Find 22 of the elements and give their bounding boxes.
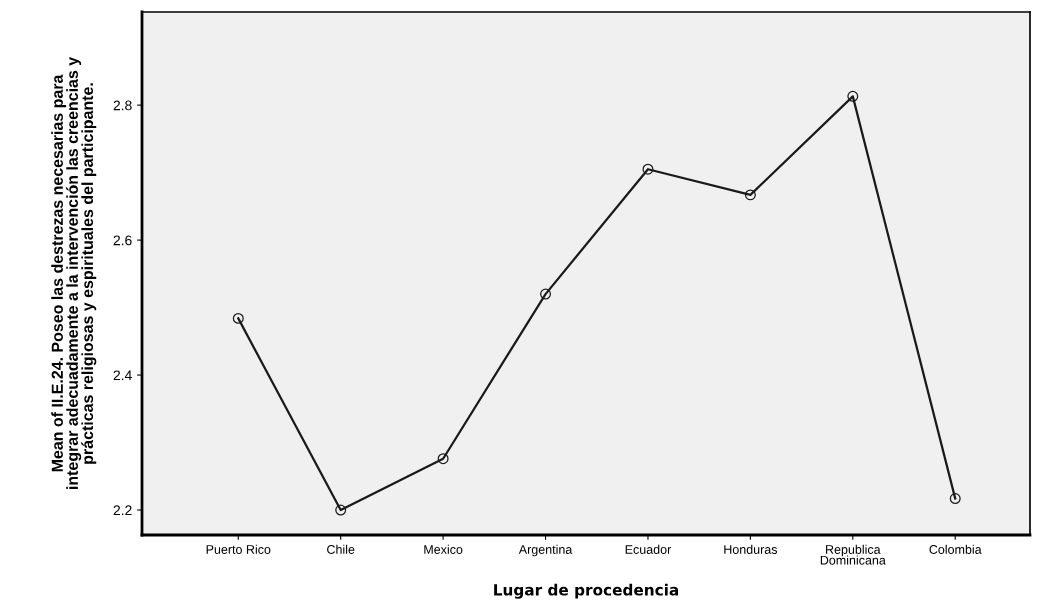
y-tick-label: 2.8: [113, 100, 132, 111]
point: [847, 90, 859, 102]
point: [744, 189, 756, 201]
point: [437, 453, 449, 465]
x-tick-label: Mexico: [424, 544, 463, 554]
x-tick-label: Ecuador: [625, 544, 672, 554]
x-tick-label: Argentina: [518, 544, 573, 557]
x-tick-label: Chile: [327, 544, 355, 554]
y-axis-title: Mean of II.E.24. Poseo las destrezas necesarias para integrar adecuadamente a la intervención las creencias y prácticas religiosas y espirituales del participante.: [51, 56, 97, 489]
x-axis-title: Lugar de procedencia: [494, 583, 679, 599]
x-tick-label: Colombia: [929, 544, 982, 554]
x-tick-label: Honduras: [724, 544, 778, 554]
point: [335, 504, 347, 516]
x-tick-label: Puerto Rico: [206, 544, 271, 554]
point: [232, 312, 244, 324]
point: [642, 163, 654, 175]
point: [949, 493, 961, 505]
point: [540, 288, 552, 300]
y-tick-label: 2.4: [113, 370, 132, 381]
y-tick-label: 2.6: [113, 235, 132, 246]
y-tick-label: 2.2: [113, 505, 132, 516]
x-tick-label: Republica Dominicana: [820, 544, 886, 565]
